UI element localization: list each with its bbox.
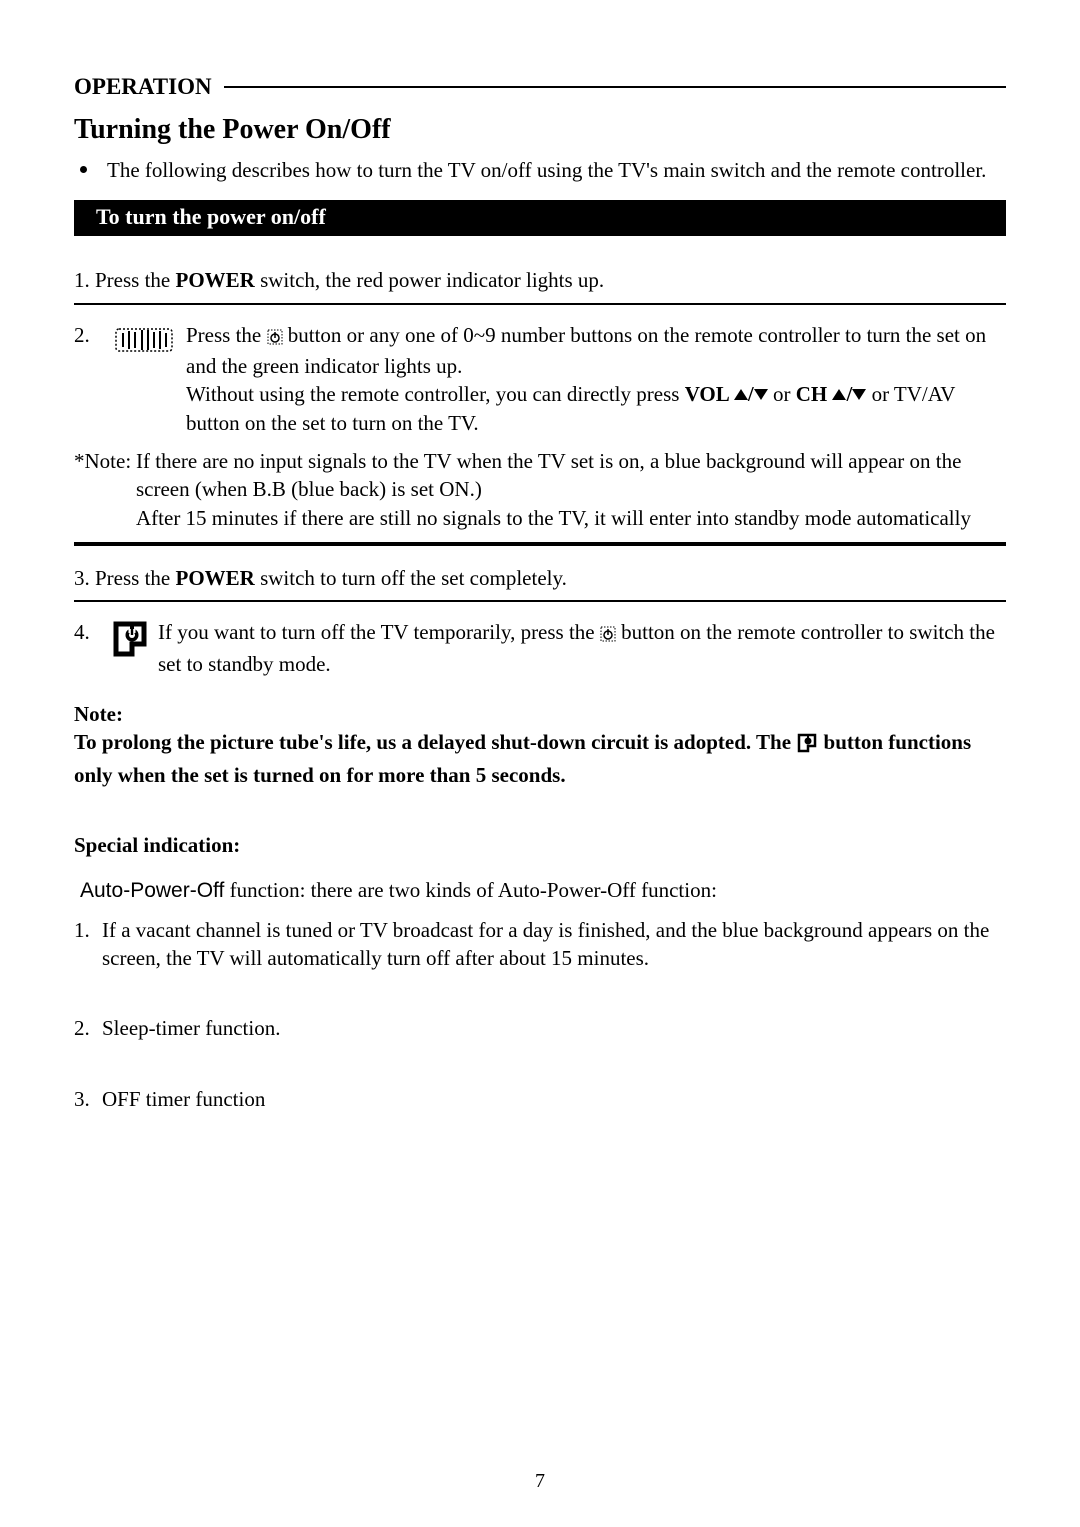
special-item-2: 2. Sleep-timer function. xyxy=(74,1014,1006,1042)
step-3-pre: Press the xyxy=(95,566,176,590)
section-header: OPERATION xyxy=(74,74,1006,100)
vol-label: VOL xyxy=(685,382,734,406)
step-1: 1. Press the POWER switch, the red power… xyxy=(74,266,1006,294)
special-item-1: 1. If a vacant channel is tuned or TV br… xyxy=(74,916,1006,973)
special-item-1-num: 1. xyxy=(74,916,102,973)
section-rule xyxy=(224,86,1006,88)
subsection-bar: To turn the power on/off xyxy=(74,200,1006,236)
note-1: *Note: If there are no input signals to … xyxy=(74,447,1006,532)
note-1-line2: After 15 minutes if there are still no s… xyxy=(136,506,971,530)
step-4-text: If you want to turn off the TV temporari… xyxy=(158,618,1006,678)
intro-bullet: The following describes how to turn the … xyxy=(74,156,1006,184)
step-4-a: If you want to turn off the TV temporari… xyxy=(158,620,600,644)
step-4: 4. If you want to turn off the TV tempor… xyxy=(74,618,1006,678)
power-icon-inline xyxy=(796,732,818,760)
triangle-down-icon-2 xyxy=(852,389,866,400)
step-3-num: 3. xyxy=(74,566,90,590)
section-label: OPERATION xyxy=(74,74,224,100)
remote-icon xyxy=(102,321,186,357)
note-2-heading: Note: xyxy=(74,700,1006,728)
special-intro-a: Auto-Power-Off xyxy=(80,879,224,902)
step-1-post: switch, the red power indicator lights u… xyxy=(255,268,604,292)
step-2-line1b: button or any one of 0~9 number buttons … xyxy=(186,323,986,378)
sep-or: or xyxy=(768,382,796,406)
special-item-3: 3. OFF timer function xyxy=(74,1085,1006,1113)
step-2-line1a: Press the xyxy=(186,323,267,347)
note-1-line1: If there are no input signals to the TV … xyxy=(136,449,961,501)
special-item-1-text: If a vacant channel is tuned or TV broad… xyxy=(102,916,1006,973)
page-title: Turning the Power On/Off xyxy=(74,114,1006,146)
note-1-label: *Note: xyxy=(74,447,132,532)
divider-2 xyxy=(74,600,1006,602)
divider xyxy=(74,303,1006,305)
intro-text: The following describes how to turn the … xyxy=(107,156,986,184)
note-2-a: To prolong the picture tube's life, us a… xyxy=(74,730,796,754)
triangle-up-icon-2 xyxy=(832,389,846,400)
power-small-icon-2 xyxy=(600,621,616,649)
note-2-body: To prolong the picture tube's life, us a… xyxy=(74,728,1006,789)
triangle-up-icon xyxy=(734,389,748,400)
special-item-2-num: 2. xyxy=(74,1014,102,1042)
step-1-bold: POWER xyxy=(176,268,255,292)
page-number: 7 xyxy=(0,1470,1080,1493)
special-heading: Special indication: xyxy=(74,833,1006,858)
note-1-text: If there are no input signals to the TV … xyxy=(132,447,1006,532)
step-3-bold: POWER xyxy=(176,566,255,590)
step-4-num: 4. xyxy=(74,618,102,646)
special-item-3-num: 3. xyxy=(74,1085,102,1113)
step-3: 3. Press the POWER switch to turn off th… xyxy=(74,564,1006,592)
step-1-num: 1. xyxy=(74,268,90,292)
triangle-down-icon xyxy=(754,389,768,400)
divider-thick xyxy=(74,542,1006,546)
page: OPERATION Turning the Power On/Off The f… xyxy=(0,0,1080,1527)
special-item-3-text: OFF timer function xyxy=(102,1085,265,1113)
bullet-icon xyxy=(80,166,87,173)
special-intro: Auto-Power-Off function: there are two k… xyxy=(80,876,1006,905)
ch-label: CH xyxy=(796,382,833,406)
special-intro-b: function: there are two kinds of Auto-Po… xyxy=(224,878,717,902)
special-item-2-text: Sleep-timer function. xyxy=(102,1014,280,1042)
power-icon xyxy=(102,618,158,658)
step-3-post: switch to turn off the set completely. xyxy=(255,566,567,590)
power-small-icon xyxy=(267,324,283,352)
step-2-text: Press the button or any one of 0~9 numbe… xyxy=(186,321,1006,437)
step-2-num: 2. xyxy=(74,321,102,349)
step-2-line2a: Without using the remote controller, you… xyxy=(186,382,685,406)
step-2: 2. Press the xyxy=(74,321,1006,437)
step-1-pre: Press the xyxy=(95,268,176,292)
